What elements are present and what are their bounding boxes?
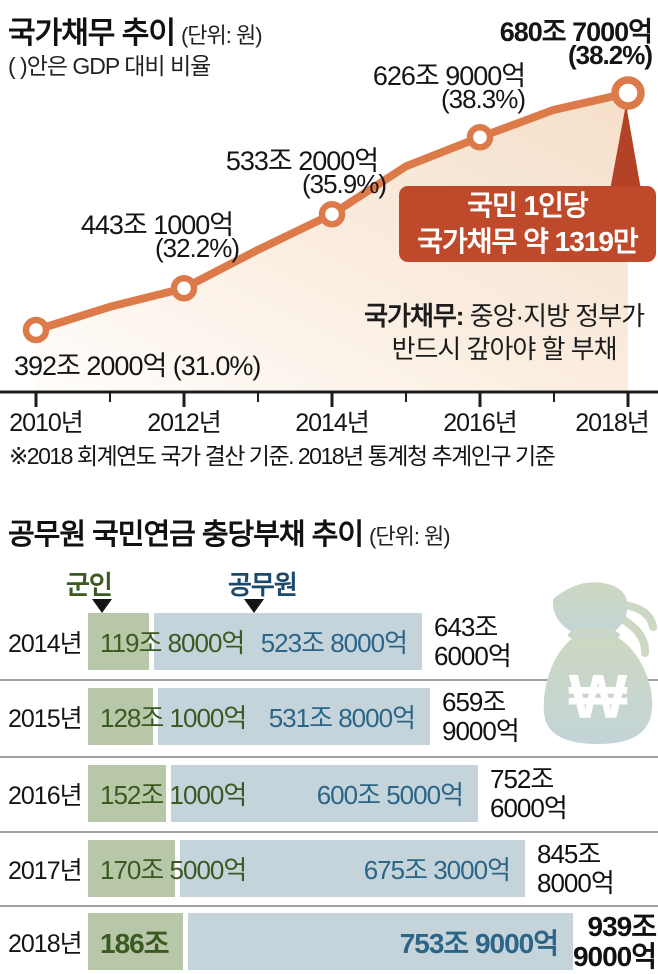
bag-ribbon-icon [620, 601, 657, 631]
bar-military-2015년 [88, 688, 153, 745]
won-symbol-icon: ₩ [569, 663, 628, 732]
row-separator-2 [0, 831, 658, 833]
chart1-title: 국가채무 추이 (단위: 원) [8, 8, 263, 52]
x-axis-label-2016년: 2016년 [443, 409, 518, 437]
bar-civil-2014년 [154, 613, 422, 670]
row-separator-3 [0, 905, 658, 907]
data-point-2018 [611, 76, 645, 110]
bar-civil-2016년 [171, 765, 478, 822]
chart1-title-text: 국가채무 추이 [8, 17, 176, 50]
row-year-2016년: 2016년 [8, 781, 83, 810]
bar-military-2017년 [88, 840, 175, 897]
chart1-subtitle: ( )안은 GDP 대비 비율 [8, 53, 211, 79]
pct-label-2018: (38.2%) [567, 40, 653, 70]
chart1-unit: (단위: 원) [180, 23, 263, 48]
legend-civil: 공무원 [228, 570, 298, 600]
per-capita-callout: 국민 1인당 국가채무 약 1319만 [399, 186, 656, 262]
x-axis-label-2014년: 2014년 [295, 409, 370, 437]
bar-label-civil-2018년: 753조 9000억 [399, 927, 559, 959]
total-line1: 643조 [434, 611, 498, 642]
value-label-2018: 680조 7000억 [499, 17, 653, 47]
bar-military-2014년 [88, 613, 149, 670]
value-label-2010: 392조 2000억 (31.0%) [14, 351, 261, 381]
value-label-2012: 443조 1000억 [80, 210, 234, 240]
x-axis-label-2018년: 2018년 [575, 409, 650, 437]
value-label-2016: 626조 9000억 [372, 61, 526, 91]
bar-label-military-2014년: 119조 8000억 [100, 628, 245, 658]
data-points [22, 76, 645, 344]
bag-ribbon2-icon [618, 615, 650, 657]
callout-pointer [610, 104, 641, 190]
row-year-2015년: 2015년 [8, 704, 83, 733]
chart2-title-text: 공무원 국민연금 충당부채 추이 [8, 519, 364, 551]
definition-line2: 반드시 갚아야 할 부채 [391, 334, 618, 364]
row-separator-0 [0, 679, 658, 681]
data-point-2014 [318, 200, 346, 228]
bar-civil-2018년 [188, 913, 573, 970]
x-axis-label-2010년: 2010년 [9, 409, 84, 437]
bar-military-2016년 [88, 765, 166, 822]
debt-line-chart [0, 76, 658, 407]
debt-definition: 국가채무: 중앙·지방 정부가 반드시 갚아야 할 부채 [364, 300, 645, 366]
bar-label-civil-2016년: 600조 5000억 [316, 780, 464, 810]
callout-line2: 국가채무 약 1319만 [417, 226, 638, 257]
total-line2: 9000억 [572, 940, 657, 972]
total-line2: 6000억 [490, 792, 568, 823]
total-line1: 659조 [442, 686, 506, 717]
bar-label-civil-2015년: 531조 8000억 [268, 703, 416, 733]
total-label-2014년: 643조 6000억 [434, 611, 512, 671]
definition-rest: 중앙·지방 정부가 [463, 301, 645, 331]
chart2-title: 공무원 국민연금 충당부채 추이 (단위: 원) [8, 511, 451, 553]
bar-label-military-2015년: 128조 1000억 [100, 703, 247, 733]
callout-line1: 국민 1인당 [467, 190, 588, 221]
total-label-2017년: 845조 8000억 [537, 838, 615, 898]
definition-term: 국가채무: [364, 301, 464, 331]
x-axis-ticks [34, 392, 630, 407]
definition-line1: 국가채무: 중앙·지방 정부가 [364, 300, 645, 333]
legend-pointer-military-icon [92, 599, 112, 613]
pct-label-2016: (38.3%) [440, 84, 526, 114]
total-line2: 9000억 [442, 715, 520, 746]
row-year-2018년: 2018년 [8, 929, 83, 958]
pct-label-2012: (32.2%) [154, 233, 240, 263]
area-fill [36, 93, 628, 391]
total-label-2015년: 659조 9000억 [442, 686, 520, 746]
data-point-2012 [170, 274, 198, 302]
bar-civil-2015년 [158, 688, 430, 745]
total-label-2018년: 939조 9000억 [572, 910, 657, 972]
value-label-2014: 533조 2000억 [225, 146, 379, 176]
bag-body [543, 637, 653, 744]
total-line1: 939조 [587, 910, 657, 942]
bag-neck [552, 582, 628, 634]
total-line2: 6000억 [434, 640, 512, 671]
data-point-2010 [22, 316, 50, 344]
total-label-2016년: 752조 6000억 [490, 763, 568, 823]
x-axis-label-2012년: 2012년 [147, 409, 222, 437]
pct-label-2014: (35.9%) [301, 169, 387, 199]
chart1-footnote: ※2018 회계연도 국가 결산 기준. 2018년 통계청 추계인구 기준 [9, 443, 556, 469]
total-line1: 845조 [537, 838, 601, 869]
bar-label-military-2016년: 152조 1000억 [100, 780, 247, 810]
legend-military: 군인 [66, 570, 113, 600]
bar-label-military-2018년: 186조 [100, 927, 169, 959]
row-separator-1 [0, 756, 658, 758]
money-bag-icon: ₩ [543, 582, 657, 744]
row-year-2017년: 2017년 [8, 856, 83, 885]
bar-label-civil-2014년: 523조 8000억 [260, 628, 408, 658]
bar-label-military-2017년: 170조 5000억 [100, 855, 247, 885]
total-line2: 8000억 [537, 867, 615, 898]
row-year-2014년: 2014년 [8, 629, 83, 658]
data-point-2016 [466, 123, 494, 151]
bar-military-2018년 [88, 913, 183, 970]
bar-civil-2017년 [180, 840, 525, 897]
total-line1: 752조 [490, 763, 554, 794]
bar-label-civil-2017년: 675조 3000억 [363, 855, 511, 885]
chart2-unit: (단위: 원) [369, 524, 451, 549]
legend-pointer-civil-icon [244, 599, 264, 613]
